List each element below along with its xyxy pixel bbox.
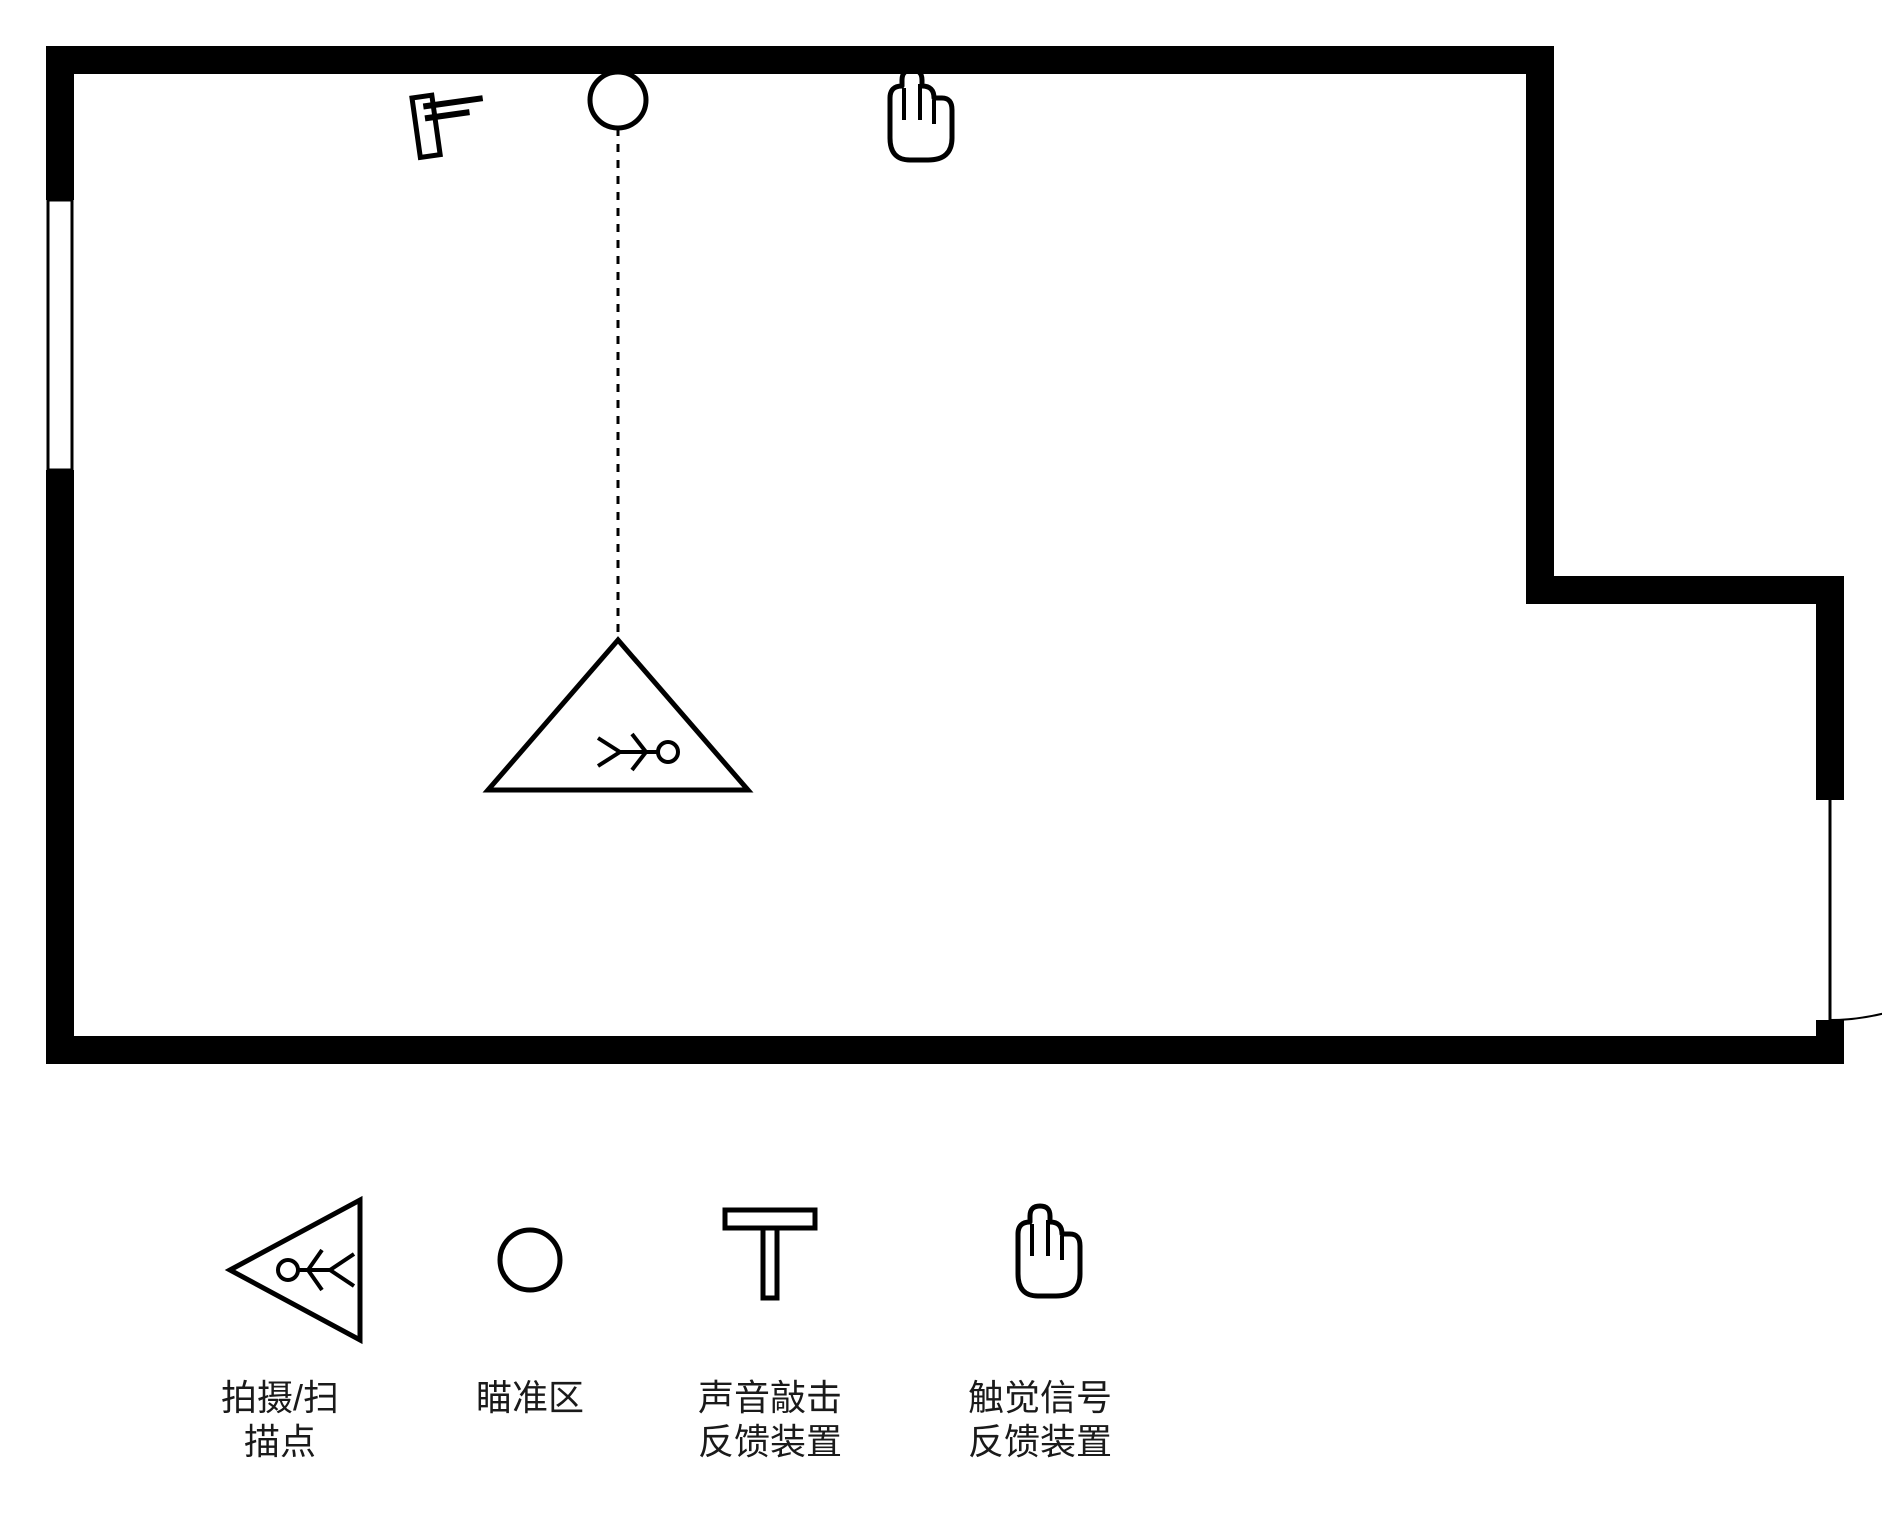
room-outline xyxy=(60,60,1830,1050)
plan-scan-triangle xyxy=(488,640,748,790)
legend-hammer: 声音敲击反馈装置 xyxy=(698,1210,842,1462)
legend-triangle-label: 拍摄/扫描点 xyxy=(221,1377,339,1462)
legend-hand-label: 触觉信号反馈装置 xyxy=(968,1377,1112,1462)
legend-triangle: 拍摄/扫描点 xyxy=(221,1200,360,1462)
legend-circle-icon xyxy=(500,1230,560,1290)
legend-circle: 瞄准区 xyxy=(476,1230,584,1418)
legend-hammer-label: 声音敲击反馈装置 xyxy=(698,1377,842,1462)
person-icon xyxy=(278,1250,354,1290)
plan-person-icon xyxy=(598,734,678,770)
plan-camera-icon xyxy=(412,88,490,157)
plan-hand-icon xyxy=(890,70,952,160)
legend-circle-label: 瞄准区 xyxy=(476,1377,584,1418)
camera-icon xyxy=(412,88,490,157)
plan-target-circle xyxy=(590,72,646,128)
hammer-head xyxy=(725,1210,815,1228)
triangle-icon xyxy=(230,1200,360,1340)
legend-hand: 触觉信号反馈装置 xyxy=(968,1206,1112,1462)
hammer-handle xyxy=(763,1228,777,1298)
